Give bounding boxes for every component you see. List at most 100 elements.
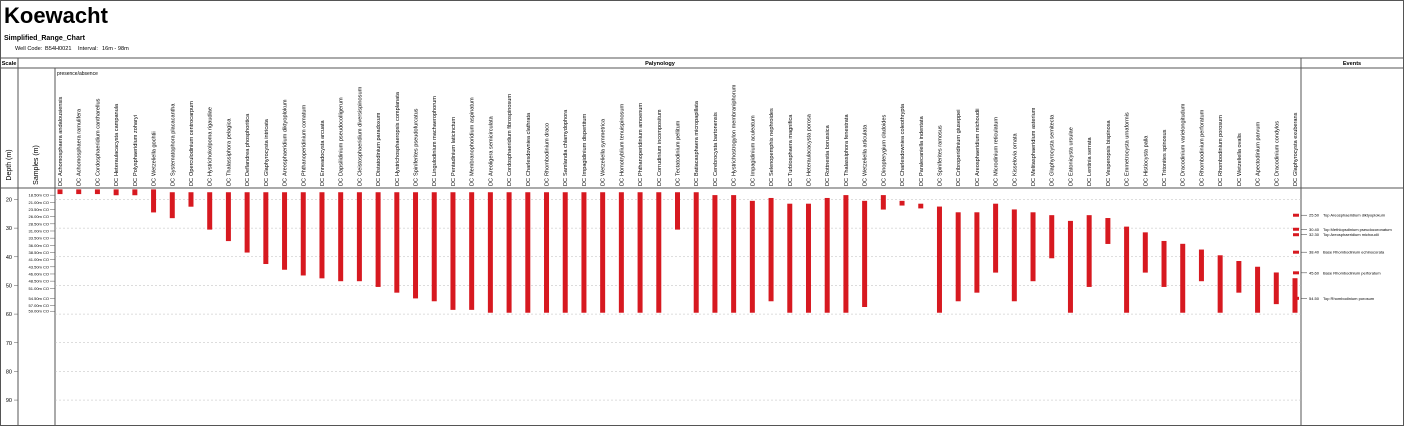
taxon-group: DC <box>788 178 794 186</box>
column-header: Scale <box>2 61 17 67</box>
taxon-name: Emmetrocysta urnaformis <box>1125 112 1131 176</box>
event-label: Top Rhombodinium porosum <box>1323 296 1375 301</box>
taxon-name: Achomosphaera ramulifera <box>77 108 83 176</box>
taxon-name: Achomosphaera andalousiensis <box>58 97 64 176</box>
range-bar <box>207 192 213 230</box>
taxon-name: Pentadinium laticinctum <box>451 117 457 176</box>
range-bar <box>1292 278 1298 313</box>
taxon-group: DC <box>694 178 700 186</box>
range-bar <box>300 192 306 276</box>
sample-label: 41.00m CO <box>29 257 49 262</box>
taxon-name: Rhombodinium porosum <box>1218 115 1224 176</box>
taxon-name: Areosphaeridium diktyoplokum <box>283 99 289 176</box>
range-bar <box>955 212 961 302</box>
taxon-group: DC <box>1274 178 1280 186</box>
taxon-name: Kisselovia ornata <box>1012 133 1018 176</box>
range-bar <box>787 203 793 313</box>
taxon-name: Corrudinium incompositum <box>657 109 663 176</box>
taxon-name: Enneadocysta arcuata <box>320 119 326 176</box>
taxon-name: Impagidinium dispertitum <box>582 113 588 176</box>
taxon-name: Hystrichosphaeropsis complanata <box>395 91 401 176</box>
taxon-group: DC <box>507 178 513 186</box>
taxon-name: Cordosphaeridium cantharellus <box>95 98 101 176</box>
taxon-group: DC <box>1162 178 1168 186</box>
sample-label: 59.00m CO <box>29 309 49 314</box>
taxon-name: Areosphaeridium michoudii <box>975 109 981 176</box>
taxon-group: DC <box>975 178 981 186</box>
range-bar <box>57 189 63 195</box>
taxon-group: DC <box>414 178 420 186</box>
range-bar <box>805 203 811 313</box>
range-bar <box>1011 209 1017 302</box>
taxon-name: Systematophora placacantha <box>170 103 176 176</box>
range-bar <box>169 192 175 219</box>
taxon-name: Deflandrea phosphoritica <box>245 113 251 176</box>
range-bar <box>263 192 269 265</box>
column-header: Palynology <box>645 61 676 67</box>
sample-label: 46.00m CO <box>29 271 49 276</box>
taxon-group: DC <box>1143 178 1149 186</box>
taxon-group: DC <box>676 178 682 186</box>
taxon-group: DC <box>619 178 625 186</box>
range-bar <box>94 189 100 195</box>
event-marker <box>1293 296 1299 300</box>
taxon-name: Selenopemphix nephroides <box>769 108 775 176</box>
sample-label: 38.50m CO <box>29 250 49 255</box>
range-bar <box>600 192 606 313</box>
range-bar <box>562 192 568 313</box>
event-label: Base Rhombodinium perforatum <box>1323 270 1381 275</box>
range-bar <box>880 195 886 210</box>
taxon-name: Areoligera semicirculata <box>488 115 494 176</box>
taxon-name: Wetzeliella gochtii <box>152 131 158 176</box>
event-marker <box>1293 227 1299 231</box>
taxon-name: Eatonicysta ursulae <box>1068 127 1074 176</box>
taxon-name: Polysphaeridium zoharyi <box>133 115 139 176</box>
range-bar <box>1255 266 1261 313</box>
taxon-group: DC <box>994 178 1000 186</box>
taxon-group: DC <box>1256 178 1262 186</box>
taxon-name: Thalassiphora pelagica <box>226 118 232 176</box>
taxon-name: Cerebrocysta bartonensis <box>713 112 719 176</box>
taxon-group: DC <box>638 178 644 186</box>
taxon-group: DC <box>320 178 326 186</box>
taxon-group: DC <box>937 178 943 186</box>
taxon-name: Batiacasphaera micropapillata <box>694 100 700 176</box>
event-label: Top Areosphaeridium michoudii <box>1323 232 1379 237</box>
taxon-group: DC <box>95 178 101 186</box>
taxon-name: Dinopterygium cladoides <box>881 115 887 176</box>
range-bar <box>338 192 344 282</box>
taxon-group: DC <box>451 178 457 186</box>
range-bar <box>413 192 419 299</box>
event-marker <box>1293 233 1299 237</box>
taxon-group: DC <box>1293 178 1299 186</box>
title: Koewacht <box>4 3 109 28</box>
sample-label: 33.50m CO <box>29 236 49 241</box>
y-tick-label: 40 <box>6 255 12 261</box>
range-bar <box>1049 215 1055 259</box>
taxon-name: Tritonites spinosus <box>1162 129 1168 176</box>
taxon-group: DC <box>769 178 775 186</box>
taxon-group: DC <box>357 178 363 186</box>
range-bar <box>356 192 362 282</box>
event-depth: 54.50 <box>1309 296 1320 301</box>
taxon-group: DC <box>264 178 270 186</box>
range-bar <box>1217 255 1223 313</box>
range-bar <box>1198 249 1204 282</box>
range-bar <box>506 192 512 313</box>
taxon-name: Dapsilidinium pseudocolligerum <box>339 97 345 176</box>
taxon-name: Glaphyrocysta semitecta <box>1050 114 1056 176</box>
taxon-group: DC <box>339 178 345 186</box>
event-depth: 45.60 <box>1309 270 1320 275</box>
taxon-group: DC <box>1031 178 1037 186</box>
taxon-group: DC <box>58 178 64 186</box>
samples-label: Samples (m) <box>33 145 40 185</box>
range-bar <box>132 189 138 196</box>
note: presence/absence <box>57 71 98 77</box>
range-bar <box>712 195 718 313</box>
range-bar <box>1273 272 1279 305</box>
range-bar <box>450 192 456 310</box>
range-bar <box>1086 215 1092 287</box>
event-marker <box>1293 271 1299 275</box>
range-bar <box>1030 212 1036 282</box>
